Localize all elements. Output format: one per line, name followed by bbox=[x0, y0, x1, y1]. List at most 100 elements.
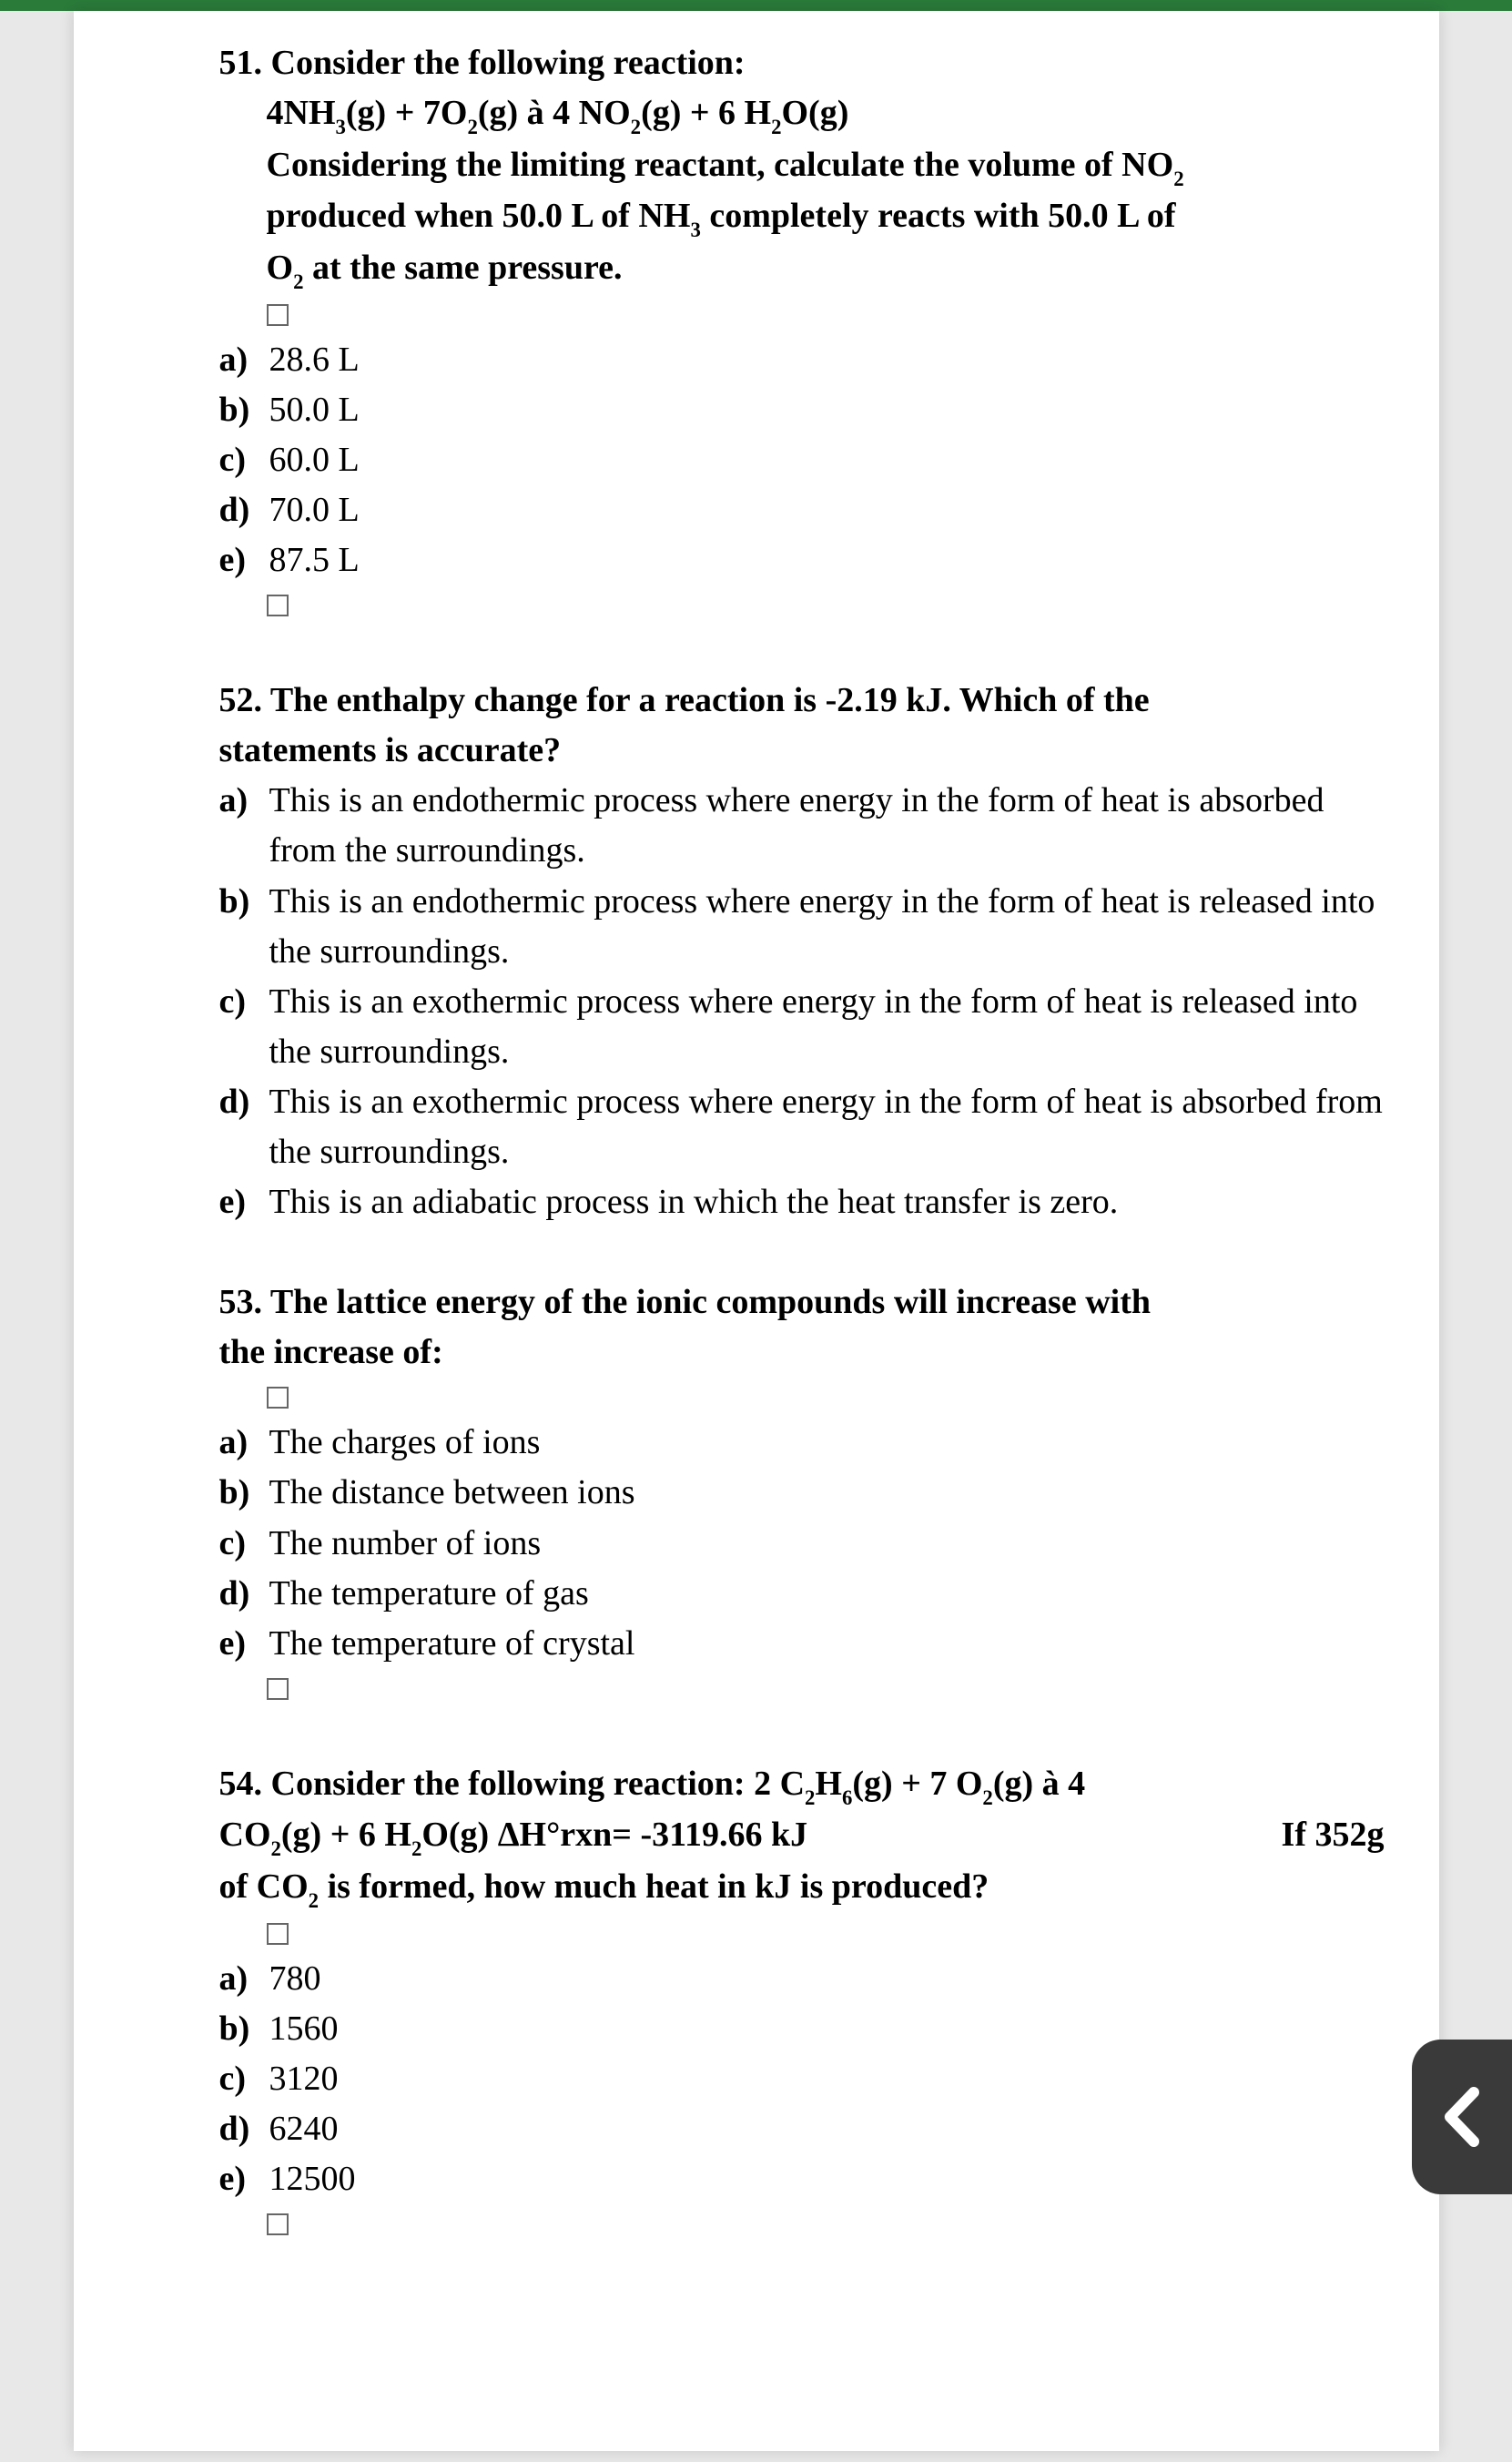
back-button[interactable] bbox=[1412, 2040, 1512, 2194]
q54-sub: 2 bbox=[982, 1786, 992, 1809]
option-text: 12500 bbox=[269, 2154, 1385, 2204]
q52-line2: statements is accurate? bbox=[219, 731, 562, 769]
q51-line3: Considering the limiting reactant, calcu… bbox=[219, 140, 1385, 192]
q52-option-a[interactable]: a)This is an endothermic process where e… bbox=[219, 776, 1385, 876]
question-54: 54. Consider the following reaction: 2 C… bbox=[128, 1759, 1385, 2244]
q53-option-d[interactable]: d)The temperature of gas bbox=[219, 1569, 1385, 1619]
option-label: d) bbox=[219, 485, 269, 535]
checkbox-icon[interactable] bbox=[267, 1678, 289, 1700]
option-text: 60.0 L bbox=[269, 435, 1385, 485]
option-text: This is an endothermic process where ene… bbox=[269, 877, 1385, 977]
checkbox-icon[interactable] bbox=[267, 595, 289, 616]
q51-line1: 51. Consider the following reaction: bbox=[219, 44, 746, 82]
q53-option-b[interactable]: b)The distance between ions bbox=[219, 1468, 1385, 1518]
q52-option-b[interactable]: b)This is an endothermic process where e… bbox=[219, 877, 1385, 977]
q51-sub: 2 bbox=[631, 116, 641, 138]
option-label: d) bbox=[219, 1569, 269, 1619]
q54-text: CO bbox=[219, 1816, 271, 1854]
q51-option-c[interactable]: c)60.0 L bbox=[219, 435, 1385, 485]
q51-eq-part: (g) à 4 NO bbox=[478, 94, 631, 132]
q51-sub: 3 bbox=[690, 219, 700, 241]
option-label: d) bbox=[219, 1077, 269, 1177]
q52-option-e[interactable]: e)This is an adiabatic process in which … bbox=[219, 1177, 1385, 1227]
q54-sub: 6 bbox=[842, 1786, 852, 1809]
q54-text: (g) + 7 O bbox=[852, 1765, 982, 1803]
q53-option-a[interactable]: a)The charges of ions bbox=[219, 1418, 1385, 1468]
checkbox-icon[interactable] bbox=[267, 304, 289, 326]
q53-checkbox-row-bottom bbox=[219, 1669, 1385, 1709]
q52-option-c[interactable]: c)This is an exothermic process where en… bbox=[219, 977, 1385, 1077]
q52-option-d[interactable]: d)This is an exothermic process where en… bbox=[219, 1077, 1385, 1177]
checkbox-icon[interactable] bbox=[267, 1387, 289, 1409]
q52-line1: 52. The enthalpy change for a reaction i… bbox=[219, 681, 1150, 719]
q54-line1: 54. Consider the following reaction: 2 C… bbox=[219, 1759, 1385, 1811]
question-53: 53. The lattice energy of the ionic comp… bbox=[128, 1277, 1385, 1709]
q54-if352: If 352g bbox=[1282, 1810, 1385, 1860]
checkbox-icon[interactable] bbox=[267, 2213, 289, 2235]
question-51: 51. Consider the following reaction: 4NH… bbox=[128, 38, 1385, 626]
q51-text: completely reacts with 50.0 L of bbox=[701, 197, 1176, 235]
q51-option-e[interactable]: e)87.5 L bbox=[219, 535, 1385, 585]
q51-eq-part: (g) + 7O bbox=[346, 94, 468, 132]
q54-checkbox-row-bottom bbox=[219, 2204, 1385, 2244]
q54-line3: of CO2 is formed, how much heat in kJ is… bbox=[219, 1862, 1385, 1914]
q54-line2: CO2(g) + 6 H2O(g) ΔH°rxn= -3119.66 kJ If… bbox=[219, 1810, 1385, 1862]
q51-eq-part: O(g) bbox=[782, 94, 849, 132]
q54-checkbox-row-top bbox=[219, 1914, 1385, 1954]
q51-options: a)28.6 L b)50.0 L c)60.0 L d)70.0 L e)87… bbox=[219, 335, 1385, 585]
option-text: This is an exothermic process where ener… bbox=[269, 977, 1385, 1077]
option-label: c) bbox=[219, 435, 269, 485]
q51-eq-part: (g) + 6 H bbox=[641, 94, 771, 132]
q51-sub: 2 bbox=[467, 116, 477, 138]
q54-text: (g) à 4 bbox=[993, 1765, 1085, 1803]
option-label: a) bbox=[219, 335, 269, 385]
chevron-left-icon bbox=[1439, 2085, 1485, 2149]
q52-options: a)This is an endothermic process where e… bbox=[219, 776, 1385, 1227]
q53-option-e[interactable]: e)The temperature of crystal bbox=[219, 1619, 1385, 1669]
question-54-stem: 54. Consider the following reaction: 2 C… bbox=[219, 1759, 1385, 1914]
option-label: a) bbox=[219, 1954, 269, 2004]
q54-option-c[interactable]: c)3120 bbox=[219, 2054, 1385, 2104]
q54-option-e[interactable]: e)12500 bbox=[219, 2154, 1385, 2204]
q54-option-b[interactable]: b)1560 bbox=[219, 2004, 1385, 2054]
option-label: b) bbox=[219, 385, 269, 435]
q51-option-b[interactable]: b)50.0 L bbox=[219, 385, 1385, 435]
option-label: e) bbox=[219, 1619, 269, 1669]
option-text: 3120 bbox=[269, 2054, 1385, 2104]
option-label: a) bbox=[219, 776, 269, 876]
option-text: The number of ions bbox=[269, 1519, 1385, 1569]
q51-equation: 4NH3(g) + 7O2(g) à 4 NO2(g) + 6 H2O(g) bbox=[219, 88, 1385, 140]
q51-text: produced when 50.0 L of NH bbox=[267, 197, 691, 235]
q54-text: (g) + 6 H bbox=[281, 1816, 411, 1854]
q54-option-d[interactable]: d)6240 bbox=[219, 2104, 1385, 2154]
q54-text: is formed, how much heat in kJ is produc… bbox=[319, 1867, 989, 1906]
q51-text: at the same pressure. bbox=[303, 249, 622, 287]
q51-checkbox-row-top bbox=[219, 295, 1385, 335]
option-label: e) bbox=[219, 2154, 269, 2204]
q51-line4: produced when 50.0 L of NH3 completely r… bbox=[219, 191, 1385, 243]
q54-options: a)780 b)1560 c)3120 d)6240 e)12500 bbox=[219, 1954, 1385, 2204]
q53-line1: 53. The lattice energy of the ionic comp… bbox=[219, 1283, 1151, 1321]
option-label: c) bbox=[219, 1519, 269, 1569]
top-accent-bar bbox=[0, 0, 1512, 11]
q53-options: a)The charges of ions b)The distance bet… bbox=[219, 1418, 1385, 1668]
option-text: 70.0 L bbox=[269, 485, 1385, 535]
q54-text: of CO bbox=[219, 1867, 309, 1906]
q54-sub: 2 bbox=[271, 1837, 281, 1860]
q51-option-a[interactable]: a)28.6 L bbox=[219, 335, 1385, 385]
option-text: 1560 bbox=[269, 2004, 1385, 2054]
option-label: b) bbox=[219, 1468, 269, 1518]
q54-text: H bbox=[815, 1765, 842, 1803]
option-text: 28.6 L bbox=[269, 335, 1385, 385]
option-text: 6240 bbox=[269, 2104, 1385, 2154]
option-text: The distance between ions bbox=[269, 1468, 1385, 1518]
q51-option-d[interactable]: d)70.0 L bbox=[219, 485, 1385, 535]
q53-option-c[interactable]: c)The number of ions bbox=[219, 1519, 1385, 1569]
q51-sub: 2 bbox=[293, 270, 303, 293]
option-text: This is an adiabatic process in which th… bbox=[269, 1177, 1385, 1227]
q54-option-a[interactable]: a)780 bbox=[219, 1954, 1385, 2004]
q51-sub: 2 bbox=[1173, 168, 1183, 190]
q54-text: 54. Consider the following reaction: 2 C bbox=[219, 1765, 806, 1803]
checkbox-icon[interactable] bbox=[267, 1923, 289, 1945]
option-label: c) bbox=[219, 977, 269, 1077]
